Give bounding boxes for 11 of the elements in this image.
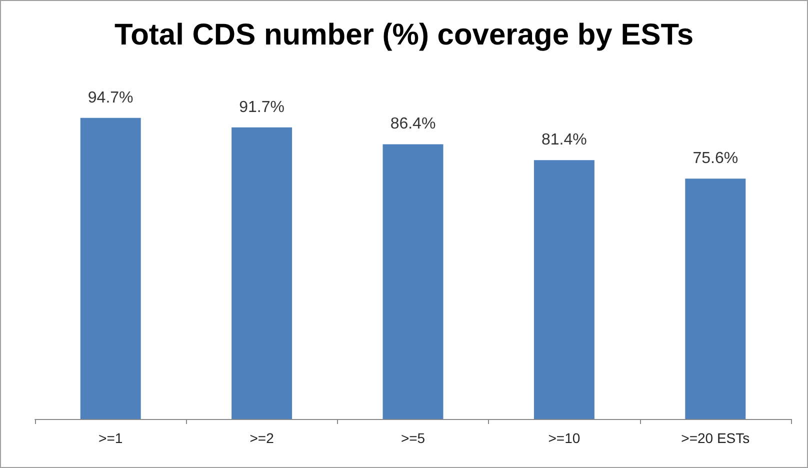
x-tick-label: >=2: [250, 430, 274, 446]
chart-title: Total CDS number (%) coverage by ESTs: [114, 18, 694, 52]
x-tick-label: >=1: [98, 430, 123, 446]
data-label: 81.4%: [542, 132, 587, 149]
x-tick-label: >=5: [400, 430, 426, 446]
x-tick-label: >=20 ESTs: [681, 430, 750, 446]
data-label: 86.4%: [390, 116, 436, 133]
data-label: 91.7%: [239, 98, 284, 116]
data-label: 94.7%: [88, 89, 134, 106]
x-tick-label: >=10: [548, 430, 580, 446]
data-label: 75.6%: [692, 150, 738, 168]
